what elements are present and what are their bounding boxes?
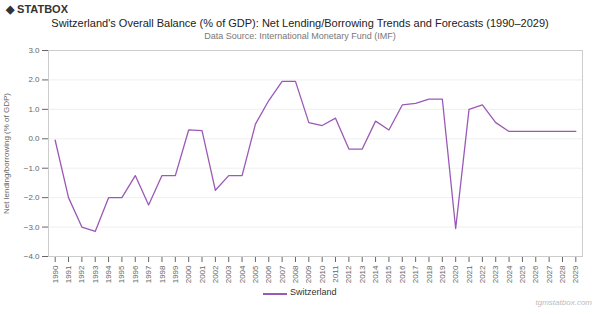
svg-text:1993: 1993	[91, 265, 100, 283]
svg-text:2003: 2003	[224, 265, 233, 283]
svg-text:2026: 2026	[531, 265, 540, 283]
svg-text:2001: 2001	[198, 265, 207, 283]
svg-text:2027: 2027	[545, 265, 554, 283]
svg-text:1998: 1998	[158, 265, 167, 283]
html-text:tgmstatbox.com: tgmstatbox.com	[535, 298, 592, 307]
svg-text:2.0: 2.0	[28, 75, 40, 84]
svg-text:1990: 1990	[51, 265, 60, 283]
svg-text:2025: 2025	[518, 265, 527, 283]
svg-text:2017: 2017	[411, 265, 420, 283]
svg-text:0.0: 0.0	[28, 134, 40, 143]
svg-text:2004: 2004	[238, 265, 247, 283]
svg-text:1996: 1996	[131, 265, 140, 283]
svg-text:−4.0: −4.0	[24, 252, 40, 261]
svg-text:2018: 2018	[425, 265, 434, 283]
svg-text:1997: 1997	[144, 265, 153, 283]
svg-text:2021: 2021	[465, 265, 474, 283]
svg-text:2008: 2008	[291, 265, 300, 283]
svg-text:2002: 2002	[211, 265, 220, 283]
svg-text:2000: 2000	[184, 265, 193, 283]
svg-text:1992: 1992	[77, 265, 86, 283]
svg-text:1991: 1991	[64, 265, 73, 283]
svg-text:1999: 1999	[171, 265, 180, 283]
html-text:Switzerland: Switzerland	[290, 287, 337, 297]
svg-text:3.0: 3.0	[28, 46, 40, 55]
svg-text:2015: 2015	[384, 265, 393, 283]
svg-text:2006: 2006	[264, 265, 273, 283]
svg-text:2016: 2016	[398, 265, 407, 283]
svg-text:−3.0: −3.0	[24, 223, 40, 232]
svg-text:2012: 2012	[344, 265, 353, 283]
svg-text:2029: 2029	[571, 265, 580, 283]
html-text:Data Source: International Mon: Data Source: International Monetary Fund…	[204, 31, 396, 41]
svg-text:−2.0: −2.0	[24, 193, 40, 202]
svg-text:2024: 2024	[505, 265, 514, 283]
svg-text:2009: 2009	[304, 265, 313, 283]
svg-text:1994: 1994	[104, 265, 113, 283]
svg-text:2005: 2005	[251, 265, 260, 283]
svg-text:2023: 2023	[491, 265, 500, 283]
svg-text:2007: 2007	[278, 265, 287, 283]
svg-text:2014: 2014	[371, 265, 380, 283]
svg-text:2020: 2020	[451, 265, 460, 283]
html-text:◆ STATBOX: ◆ STATBOX	[6, 3, 68, 15]
html-text:Switzerland's Overall Balance: Switzerland's Overall Balance (% of GDP)…	[51, 17, 549, 29]
svg-text:2022: 2022	[478, 265, 487, 283]
svg-text:2013: 2013	[358, 265, 367, 283]
svg-text:1.0: 1.0	[28, 105, 40, 114]
svg-text:2010: 2010	[318, 265, 327, 283]
svg-text:Net lending/borrowing (% of GD: Net lending/borrowing (% of GDP)	[2, 93, 11, 214]
svg-text:2011: 2011	[331, 265, 340, 283]
svg-text:−1.0: −1.0	[24, 164, 40, 173]
svg-text:1995: 1995	[117, 265, 126, 283]
svg-text:2019: 2019	[438, 265, 447, 283]
svg-text:2028: 2028	[558, 265, 567, 283]
